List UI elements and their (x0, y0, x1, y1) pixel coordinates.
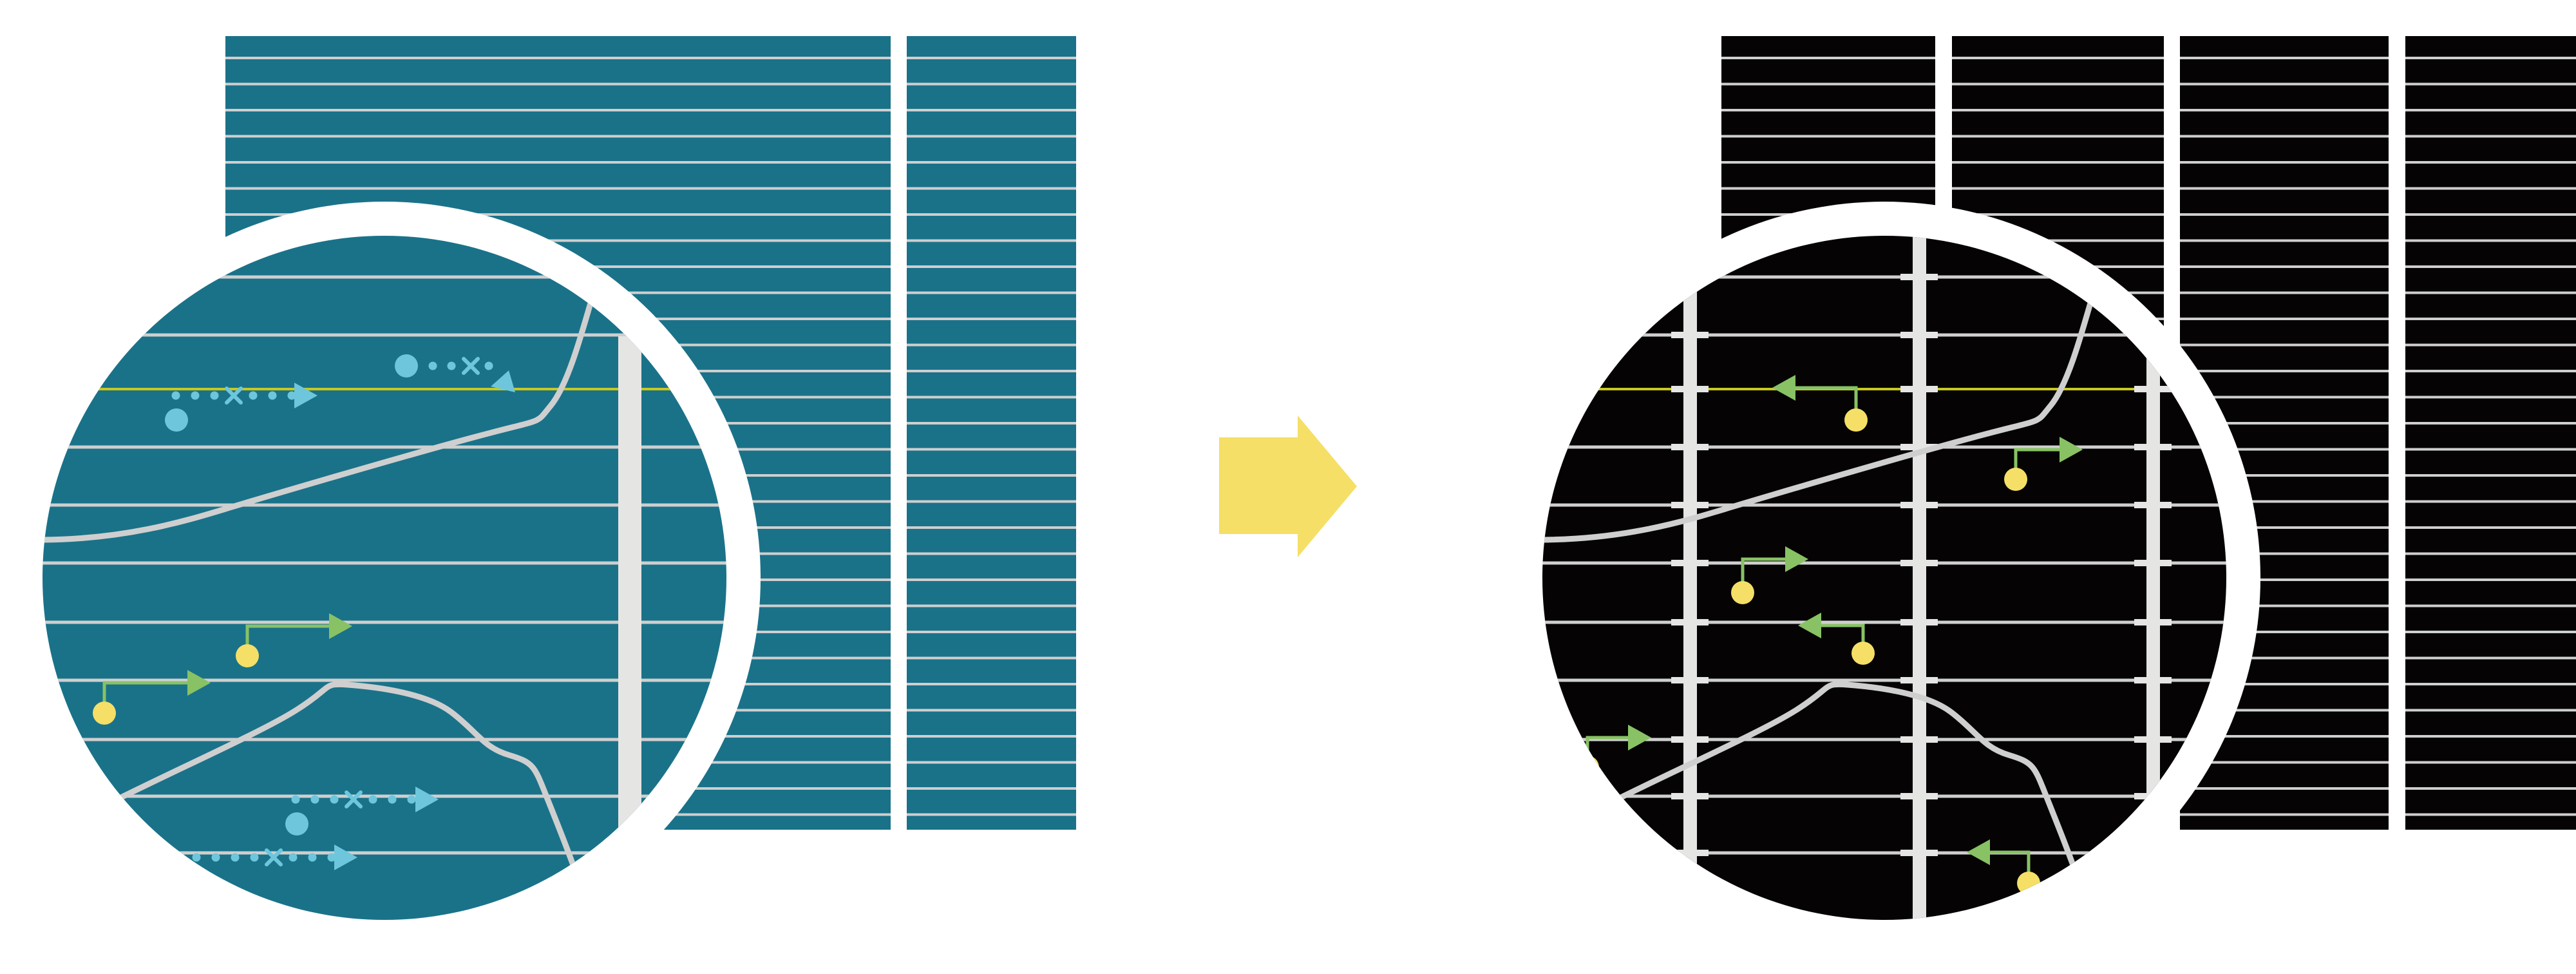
yellow-dot (2004, 468, 2027, 491)
dot-marker (327, 853, 336, 862)
vertical-bar (1913, 236, 1926, 920)
dot-marker (368, 795, 377, 804)
yellow-dot (236, 644, 259, 667)
after-magnified-detail (1542, 236, 2226, 920)
bar-tick (1900, 736, 1938, 743)
bar-tick (2134, 619, 2172, 625)
elbow-arrow-icon (329, 613, 352, 639)
dot-marker (250, 853, 259, 862)
elbow-arrow-icon (1772, 375, 1795, 401)
bar-tick (1900, 560, 1938, 566)
dot-marker (231, 853, 240, 862)
bar-tick (1671, 502, 1709, 508)
dotted-arrow-icon (294, 383, 317, 408)
bar-tick (1900, 444, 1938, 450)
bar-tick (1900, 619, 1938, 625)
cross-marker (462, 357, 480, 375)
elbow-arrow-icon (2060, 437, 2083, 463)
panel-column (2405, 36, 2576, 830)
dot-marker (447, 361, 456, 370)
elbow-arrow-icon (1967, 839, 1990, 865)
dot-marker (289, 853, 298, 862)
dot-marker (484, 361, 493, 370)
yellow-dot (93, 702, 116, 725)
start-circle (165, 408, 188, 432)
bar-tick (1900, 850, 1938, 856)
magnifier-lens (43, 236, 726, 920)
bar-tick (1671, 677, 1709, 683)
elbow-arrow-icon (187, 670, 211, 696)
yellow-dot (1852, 642, 1875, 665)
bar-tick (2134, 386, 2172, 392)
start-circle (395, 354, 418, 377)
bar-tick (2134, 736, 2172, 743)
bar-tick (1671, 560, 1709, 566)
dot-marker (428, 361, 437, 370)
dot-marker (191, 391, 200, 400)
right-arrow-icon (1219, 415, 1357, 557)
vertical-bar (2146, 236, 2160, 920)
dot-marker (287, 391, 296, 400)
yellow-dot (1844, 408, 1868, 432)
dot-marker (308, 853, 317, 862)
magnifier-lens (1542, 236, 2226, 920)
bar-tick (1900, 502, 1938, 508)
yellow-dot (1731, 581, 1754, 604)
dot-marker (268, 391, 277, 400)
bar-tick (1671, 386, 1709, 392)
dot-marker (407, 795, 416, 804)
elbow-arrow-icon (1628, 725, 1651, 750)
cross-marker (345, 790, 363, 808)
dot-marker (211, 853, 220, 862)
dot-marker (210, 391, 219, 400)
bar-tick (1900, 386, 1938, 392)
bar-tick (1900, 793, 1938, 799)
bar-tick (2134, 677, 2172, 683)
dot-marker (388, 795, 397, 804)
before-magnifier (8, 202, 761, 954)
start-circle (285, 812, 308, 836)
upper-curve (43, 293, 596, 543)
elbow-arrow-icon (1798, 613, 1821, 638)
bar-tick (1671, 793, 1709, 799)
panel-column (907, 36, 1076, 830)
bar-tick (2134, 444, 2172, 450)
bar-tick (1671, 444, 1709, 450)
dot-marker (171, 391, 180, 400)
lower-curve (87, 681, 589, 905)
bar-tick (1671, 332, 1709, 338)
bar-tick (1671, 850, 1709, 856)
dot-marker (310, 795, 319, 804)
dot-marker (330, 795, 339, 804)
bar-tick (1900, 332, 1938, 338)
bar-tick (1671, 736, 1709, 743)
elbow-arrow-icon (1785, 546, 1808, 572)
bar-tick (1900, 677, 1938, 683)
cross-marker (265, 848, 283, 866)
dot-marker (249, 391, 258, 400)
dot-marker (192, 853, 201, 862)
dotted-arrow-icon (415, 787, 439, 812)
lower-curve (1587, 681, 2089, 905)
bar-tick (2134, 502, 2172, 508)
bar-tick (2134, 560, 2172, 566)
cross-marker (225, 387, 243, 405)
dotted-arrow-icon (491, 370, 515, 392)
bar-tick (1671, 619, 1709, 625)
upper-curve (1542, 293, 2096, 543)
dotted-arrow-icon (334, 845, 357, 870)
bar-tick (1900, 274, 1938, 280)
dot-marker (291, 795, 300, 804)
vertical-bar (1683, 236, 1697, 920)
